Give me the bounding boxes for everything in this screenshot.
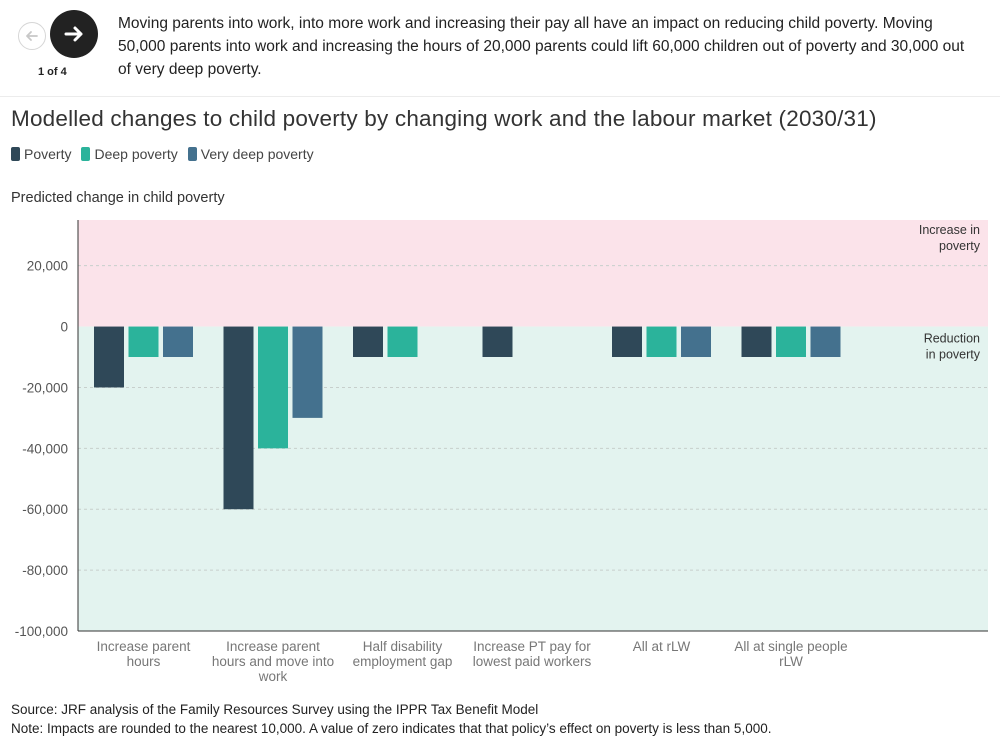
- bar: [223, 326, 254, 510]
- rounding-note: Note: Impacts are rounded to the nearest…: [11, 721, 772, 736]
- y-tick-label: 0: [60, 320, 68, 335]
- bar: [741, 326, 772, 357]
- x-tick-label: All at single people: [734, 639, 847, 654]
- x-tick-label: lowest paid workers: [473, 654, 592, 669]
- increase-region: [78, 220, 988, 327]
- step-description: Moving parents into work, into more work…: [118, 15, 965, 78]
- x-tick-label: hours and move into: [212, 654, 334, 669]
- bar-chart: 20,000 0 -20,000 -40,000 -60,000 -80,000 -100,…: [15, 220, 988, 684]
- x-tick-label: Half disability: [363, 639, 443, 654]
- y-tick-label: 20,000: [27, 259, 68, 274]
- y-tick-label: -20,000: [22, 380, 68, 395]
- legend-item-poverty[interactable]: Poverty: [11, 146, 71, 162]
- increase-region-label: Increase in: [919, 223, 980, 237]
- arrow-left-icon: [26, 31, 38, 41]
- x-tick-label: Increase parent: [97, 639, 191, 654]
- previous-step-button[interactable]: [18, 22, 46, 50]
- chart-title: Modelled changes to child poverty by cha…: [11, 106, 877, 131]
- bar: [94, 326, 124, 388]
- legend-item-very-deep-poverty[interactable]: Very deep poverty: [187, 146, 314, 162]
- x-tick-label: All at rLW: [633, 639, 691, 654]
- bar: [612, 326, 642, 357]
- legend-swatch-very-deep-poverty: [187, 147, 197, 161]
- legend-label-deep-poverty: Deep poverty: [94, 146, 178, 162]
- x-tick-label: employment gap: [353, 654, 453, 669]
- chart-footer: Source: JRF analysis of the Family Resou…: [11, 700, 771, 738]
- bar: [292, 326, 323, 418]
- bar: [681, 326, 711, 357]
- legend-label-poverty: Poverty: [24, 146, 72, 162]
- y-tick-label: -40,000: [22, 441, 68, 456]
- legend-swatch-deep-poverty: [81, 147, 91, 161]
- bar: [258, 326, 288, 449]
- legend-item-deep-poverty[interactable]: Deep poverty: [81, 146, 178, 162]
- legend-swatch-poverty: [11, 147, 20, 161]
- y-tick-label: -80,000: [22, 563, 68, 578]
- bar: [163, 326, 193, 357]
- bar: [646, 326, 677, 357]
- step-counter: 1 of 4: [38, 66, 67, 78]
- x-tick-label: Increase PT pay for: [473, 639, 591, 654]
- x-tick-label: hours: [127, 654, 161, 669]
- bar: [776, 326, 806, 357]
- legend-label-very-deep-poverty: Very deep poverty: [200, 146, 314, 162]
- story-navigation: 1 of 4 Moving parents into work, into mo…: [0, 0, 1000, 97]
- bar: [128, 326, 159, 357]
- y-tick-label: -100,000: [15, 624, 68, 639]
- y-axis-title: Predicted change in child poverty: [11, 190, 225, 206]
- increase-region-label: poverty: [939, 239, 981, 253]
- reduction-region: [78, 326, 988, 631]
- reduction-region-label: Reduction: [924, 332, 980, 346]
- y-tick-label: -60,000: [22, 502, 68, 517]
- bar: [810, 326, 841, 357]
- bar: [353, 326, 383, 357]
- chart-legend: Poverty Deep poverty Very deep poverty: [11, 146, 314, 162]
- arrow-right-icon: [64, 26, 83, 42]
- x-tick-label: rLW: [779, 654, 803, 669]
- next-step-button[interactable]: [50, 10, 98, 58]
- x-tick-label: Increase parent: [226, 639, 320, 654]
- x-tick-label: work: [258, 669, 288, 684]
- bar: [387, 326, 418, 357]
- bar: [482, 326, 513, 357]
- source-note: Source: JRF analysis of the Family Resou…: [11, 702, 539, 717]
- reduction-region-label: in poverty: [926, 348, 981, 362]
